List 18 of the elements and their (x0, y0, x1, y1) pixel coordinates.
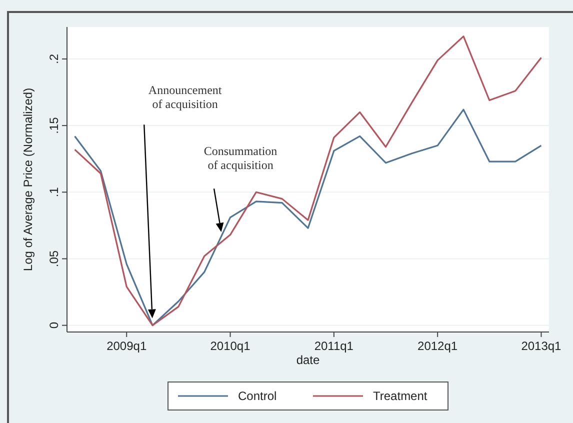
annotation: Announcement of acquisition (148, 83, 222, 112)
legend-label: Control (238, 389, 277, 403)
x-tick-label: 2013q1 (521, 339, 562, 353)
y-tick-label: 0 (47, 322, 61, 329)
y-tick-label: .15 (47, 116, 61, 134)
line-series (74, 36, 542, 326)
x-tick-label: 2012q1 (418, 339, 458, 353)
line-series (74, 108, 542, 326)
x-tick-label: 2010q1 (210, 339, 251, 353)
x-tick-label: 2009q1 (106, 339, 147, 353)
x-tick-label: 2011q1 (314, 339, 354, 353)
legend-label: Treatment (373, 389, 428, 403)
y-tick-label: .2 (47, 54, 61, 64)
y-tick-label: .1 (47, 186, 61, 198)
y-tick-label: .05 (47, 250, 61, 268)
x-axis-title: date (296, 353, 320, 367)
y-axis-title: Log of Average Price (Normalized) (21, 88, 35, 272)
annotation: Consummation of acquisition (204, 144, 278, 172)
